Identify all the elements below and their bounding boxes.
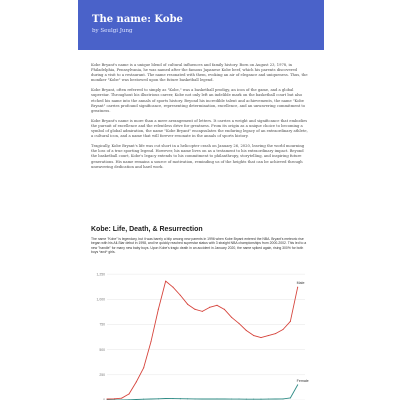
data-point-male [106,398,108,400]
y-tick-label: 1,250 [97,272,106,276]
data-point-male [172,286,174,288]
data-point-male [216,304,218,306]
data-point-male [289,320,291,322]
data-point-female [253,398,255,400]
series-label-female: Female [297,379,309,383]
data-point-male [267,334,269,337]
header-banner: The name: Kobe by Seulgi Jung [78,0,324,50]
data-point-male [282,328,284,331]
article-paragraph: Tragically, Kobe Bryant's life was cut s… [91,144,305,169]
data-point-male [245,329,247,332]
data-point-female [282,398,284,400]
data-point-female [297,384,299,386]
data-point-male [209,306,211,308]
y-tick-label: 250 [99,373,105,377]
data-point-male [260,337,262,339]
data-point-male [275,332,277,335]
page-title: The name: Kobe [92,14,183,25]
data-point-female [223,398,225,400]
y-tick-label: 500 [99,348,105,352]
data-point-male [143,367,145,369]
data-point-female [201,398,203,400]
series-label-male: Male [297,281,305,285]
y-tick-label: 750 [99,323,105,327]
data-point-female [289,397,291,399]
data-point-male [253,334,255,337]
data-point-male [165,280,167,282]
y-tick-label: 1,000 [97,297,106,301]
article-paragraph: Kobe Bryant, often referred to simply as… [91,88,306,113]
data-point-female [165,397,167,400]
data-point-male [113,398,115,400]
chart-title: Kobe: Life, Death, & Resurrection [91,226,203,233]
article-paragraph: Kobe Bryant's name is more than a mere a… [91,118,308,139]
data-point-male [128,393,130,395]
data-point-female [209,398,211,400]
data-point-female [172,398,174,400]
data-point-female [143,398,145,400]
data-point-male [238,322,240,325]
data-point-male [187,303,189,305]
data-point-male [297,286,299,288]
data-point-male [201,310,203,312]
data-point-female [157,398,159,400]
data-point-female [238,398,240,400]
name-popularity-chart: 0 250 500 750 1,000 1,250 Male Female [91,255,313,400]
chart-background [91,255,313,400]
data-point-female [275,398,277,400]
y-tick-label: 0 [103,398,105,400]
data-point-male [135,381,137,383]
article-paragraph: Kobe Bryant's name is a unique blend of … [91,63,308,83]
data-point-female [194,398,196,400]
data-point-female [187,398,189,400]
article-body: Kobe Bryant's name is a unique blend of … [91,63,309,175]
data-point-male [150,341,152,343]
data-point-male [179,294,181,296]
data-point-female [260,398,262,400]
data-point-female [179,398,181,400]
data-point-female [216,398,218,400]
data-point-female [150,398,152,400]
data-point-female [245,398,247,400]
data-point-male [223,308,225,310]
data-point-male [231,316,233,318]
data-point-male [121,397,123,399]
data-point-female [267,398,269,400]
author-byline: by Seulgi Jung [92,28,133,34]
data-point-male [194,308,196,310]
chart-description: The name "Kobe" is legendary, but it was… [91,237,307,254]
data-point-female [231,398,233,400]
data-point-male [157,308,159,310]
